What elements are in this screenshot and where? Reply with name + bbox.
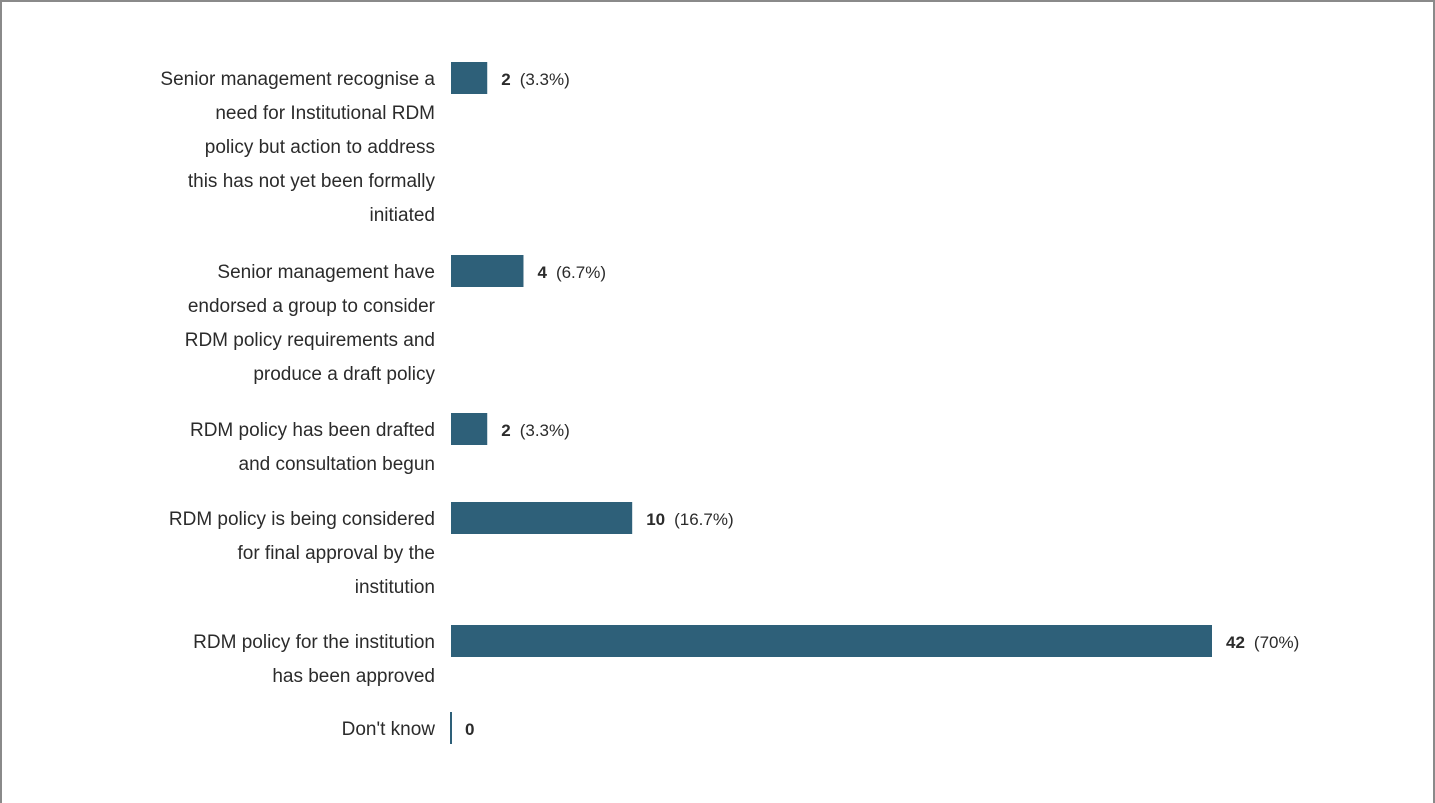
value-label: 2 (3.3%)	[501, 421, 570, 440]
value-percent: (16.7%)	[674, 510, 734, 529]
value-label: 42 (70%)	[1226, 633, 1299, 652]
value-percent: (3.3%)	[520, 70, 570, 89]
category-label: Senior management have endorsed a group t…	[185, 262, 436, 385]
category-label: Senior management recognise a need for In…	[160, 69, 435, 226]
value-label: 0	[465, 720, 474, 739]
bar	[451, 255, 524, 287]
value-label: 2 (3.3%)	[501, 70, 570, 89]
bar	[451, 62, 488, 94]
value-label: 4 (6.7%)	[537, 263, 606, 282]
category-label: RDM policy is being considered for final …	[169, 509, 435, 598]
bar	[451, 413, 488, 445]
value-count: 0	[465, 720, 474, 739]
value-percent: (70%)	[1254, 633, 1299, 652]
value-count: 10	[646, 510, 665, 529]
value-label: 10 (16.7%)	[646, 510, 733, 529]
value-percent: (6.7%)	[556, 263, 606, 282]
value-count: 2	[501, 421, 510, 440]
value-count: 42	[1226, 633, 1245, 652]
bar	[451, 625, 1212, 657]
bar	[451, 502, 633, 534]
category-label: RDM policy for the institution has been a…	[193, 632, 435, 687]
category-label: RDM policy has been drafted and consultat…	[190, 420, 435, 475]
category-label: Don't know	[342, 719, 436, 740]
value-count: 2	[501, 70, 510, 89]
value-count: 4	[537, 263, 547, 282]
value-percent: (3.3%)	[520, 421, 570, 440]
